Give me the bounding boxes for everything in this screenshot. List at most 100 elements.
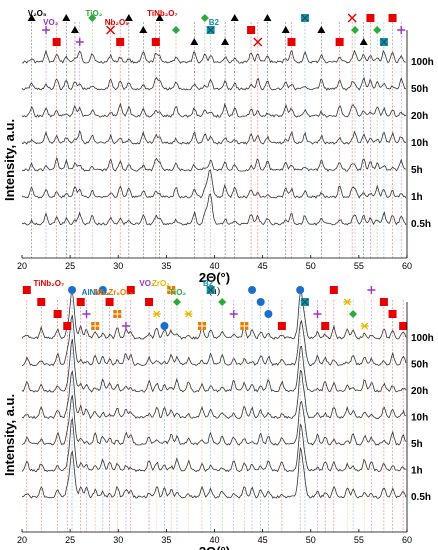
b2-marker-cross [301, 298, 309, 306]
plus-marker [397, 26, 406, 34]
plus-marker [82, 310, 91, 318]
triangle-marker [359, 38, 368, 45]
x-tick-label: 25 [65, 535, 75, 545]
cross-marker [347, 13, 357, 23]
x-tick-label: 45 [258, 261, 268, 271]
circle-marker [98, 286, 107, 294]
plus-marker [313, 310, 322, 318]
trace-20h [21, 102, 407, 118]
x-tick-label: 60 [402, 535, 412, 545]
diamond-marker [172, 298, 181, 306]
asterisk-marker [184, 310, 193, 318]
trace-label-10h: 10h [411, 413, 428, 424]
square-marker [76, 298, 85, 306]
b2-marker-cross [301, 14, 309, 22]
trace-10h [21, 129, 407, 145]
square-marker [52, 38, 61, 46]
x-tick-label: 40 [209, 535, 219, 545]
square-marker [151, 38, 160, 46]
trace-1h [21, 417, 407, 473]
square-marker [277, 322, 286, 330]
phase-label: Nb₂Zr₆O₁₇ [94, 288, 133, 297]
plus-marker [229, 310, 238, 318]
x-tick-label: 45 [258, 535, 268, 545]
square-marker [366, 14, 375, 22]
square-marker [329, 286, 338, 294]
square-marker [388, 310, 397, 318]
circle-marker [256, 298, 265, 306]
asterisk-marker [152, 310, 161, 318]
trace-label-0.5h: 0.5h [411, 219, 431, 230]
phase-label: TiO₂ [86, 9, 103, 18]
square-marker [287, 38, 296, 46]
x-tick-label: 30 [113, 261, 123, 271]
square-marker [37, 298, 46, 306]
x-axis-label: 2Θ(°) [199, 544, 230, 550]
x-tick-label: 55 [354, 261, 364, 271]
trace-label-100h: 100h [411, 333, 434, 344]
square-marker [399, 322, 408, 330]
phase-label: TiNb₂O₇ [34, 279, 65, 288]
hash-marker-lines [197, 322, 206, 330]
phase-label: Nb₂O₅ [105, 18, 129, 27]
diamond-marker [351, 26, 360, 34]
square-marker [247, 26, 256, 34]
diamond-marker [373, 26, 382, 34]
trace-label-1h: 1h [411, 466, 423, 477]
phase-label: VO₂ [43, 18, 59, 27]
trace-label-1h: 1h [411, 192, 423, 203]
hash-marker-lines [113, 310, 122, 318]
diamond-marker [218, 298, 227, 306]
square-marker [379, 298, 388, 306]
square-marker [335, 38, 344, 46]
panel-a: 100h50h20h10h5h1h0.5hV₂O₅VO₂TiO₂Nb₂O₅TiN… [2, 9, 434, 297]
trace-0.5h [21, 447, 407, 499]
hash-marker-lines [240, 322, 249, 330]
circle-marker [296, 286, 305, 294]
x-tick-label: 25 [65, 261, 75, 271]
triangle-marker [62, 14, 71, 21]
square-marker [22, 286, 31, 294]
triangle-marker [281, 26, 290, 33]
square-marker [321, 322, 330, 330]
trace-label-0.5h: 0.5h [411, 492, 431, 503]
asterisk-marker [343, 298, 352, 306]
y-axis-label: Intensity, a.u. [2, 119, 17, 201]
phase-label: AlNbO₄ [82, 288, 111, 297]
diamond-marker [172, 26, 180, 34]
triangle-marker [70, 26, 79, 33]
triangle-marker [190, 38, 199, 45]
diamond-marker [88, 14, 97, 22]
hash-marker-lines [91, 322, 100, 330]
trace-label-10h: 10h [411, 138, 428, 149]
panel-b: 100h 50h 20h 10h 5h 1h 0.5h TiNb₂O₇ AlNbO₄ VO₂ Nb₂… [2, 279, 434, 550]
x-tick-label: 50 [306, 261, 316, 271]
square-marker [388, 14, 397, 22]
diamond-marker [200, 14, 209, 22]
triangle-marker [27, 14, 36, 21]
trace-100h [21, 49, 407, 64]
y-axis-label: Intensity, a.u. [2, 394, 17, 476]
phase-label: B2 [209, 18, 220, 27]
cross-marker [253, 37, 263, 47]
triangle-marker [221, 38, 230, 45]
x-tick-label: 30 [113, 535, 123, 545]
x-axis-label: 2Θ(°) [199, 270, 230, 285]
plus-marker [121, 322, 130, 330]
trace-20h [21, 338, 407, 393]
trace-5h [21, 156, 406, 172]
trace-label-50h: 50h [411, 360, 428, 371]
x-tick-label: 50 [306, 535, 316, 545]
trace-label-20h: 20h [411, 111, 428, 122]
x-tick-label: 35 [161, 535, 171, 545]
b2-marker-cross [207, 286, 215, 294]
square-marker [116, 38, 125, 46]
circle-marker [264, 310, 273, 318]
trace-label-5h: 5h [411, 165, 423, 176]
triangle-marker [124, 14, 133, 21]
phase-label: VO₂ [139, 279, 155, 288]
phase-label: B2 [203, 279, 214, 288]
square-marker [145, 298, 154, 306]
square-marker [53, 310, 62, 318]
